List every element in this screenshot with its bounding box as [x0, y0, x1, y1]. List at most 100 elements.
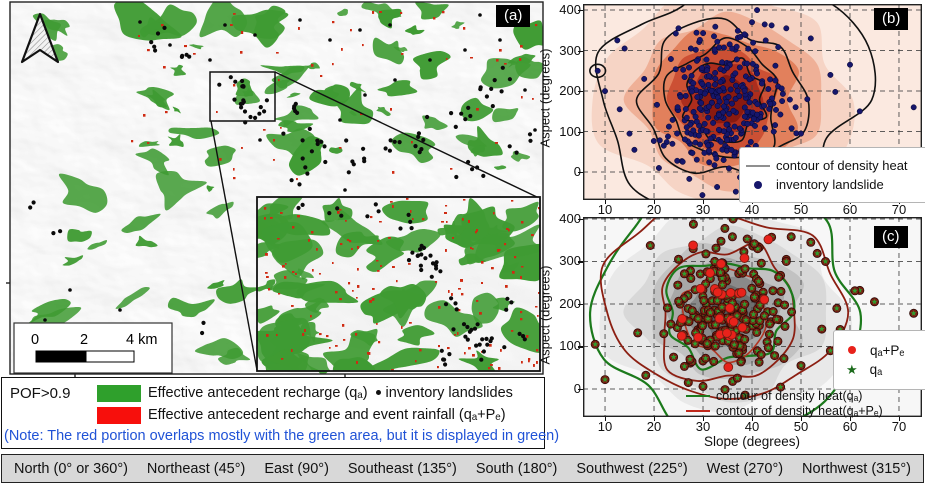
inventory-landslides-label: inventory landslides [385, 385, 513, 401]
inventory-dot-marker [375, 389, 381, 395]
y-tick-label: 200 [559, 295, 581, 311]
panel-b-label: (b) [874, 8, 909, 31]
map-legend: POF>0.9 Effective antecedent recharge (q… [1, 377, 545, 449]
legend-label: contour of density heat [776, 158, 908, 173]
legend-entry: qₐ+Pₑ [840, 343, 925, 358]
x-tick-label: 20 [646, 202, 662, 217]
legend-line-icon [686, 395, 710, 397]
recharge-qa-label: Effective antecedent recharge (qₐ) [148, 385, 368, 401]
x-tick-label: 50 [793, 419, 809, 434]
inset-connector-line [210, 120, 258, 371]
x-tick-mark [605, 200, 607, 204]
direction-label: Northeast (45°) [146, 460, 246, 477]
inset-connector-line [274, 71, 540, 199]
y-tick-mark [578, 50, 583, 52]
panel-a-map: 0 2 4 km [6, 1, 544, 378]
red-swatch [97, 407, 141, 424]
x-tick-label: 10 [597, 419, 613, 434]
recharge-red-areas [131, 11, 538, 181]
y-tick-label: 200 [559, 83, 581, 99]
direction-label: East (90°) [264, 460, 329, 477]
direction-label: North (0° or 360°) [14, 460, 128, 477]
y-tick-label: 0 [551, 164, 581, 179]
y-tick-mark [578, 131, 583, 133]
legend-entry: inventory landslide [746, 177, 925, 192]
legend-star-icon: ★ [846, 361, 858, 377]
x-tick-mark [703, 200, 705, 204]
qa-pe-points [676, 234, 774, 373]
x-tick-mark [605, 417, 607, 421]
panel-a-label: (a) [496, 5, 531, 28]
red-legend-label: Effective antecedent recharge and event … [148, 407, 506, 423]
x-tick-label: 10 [597, 202, 613, 217]
x-tick-mark [654, 417, 656, 421]
y-tick-mark [578, 388, 583, 391]
direction-label: South (180°) [475, 460, 558, 477]
x-tick-mark [654, 200, 656, 204]
panel-c-legend: qₐ+Pₑ ★ qₐ [833, 330, 925, 390]
y-tick-mark [578, 303, 583, 306]
north-arrow-icon [20, 12, 60, 64]
zoom-extent-rectangle [209, 71, 276, 122]
legend-line-icon [746, 164, 770, 167]
panel-b-legend: contour of density heat inventory landsli… [739, 147, 925, 203]
panel-c-xlabel: Slope (degrees) [703, 434, 801, 449]
y-tick-mark [578, 346, 583, 348]
direction-label: Northwest (315°) [802, 460, 911, 477]
x-tick-label: 70 [891, 202, 907, 217]
legend-label: qₐ [869, 362, 883, 377]
x-tick-mark [703, 417, 705, 421]
inset-red-areas [264, 198, 540, 371]
direction-bar: North (0° or 360°) Northeast (45°) East (9… [1, 454, 924, 483]
x-tick-label: 60 [842, 202, 858, 217]
y-tick-label: 100 [559, 338, 581, 354]
y-tick-mark [578, 10, 583, 12]
x-tick-label: 60 [842, 419, 858, 434]
y-tick-label: 100 [559, 123, 581, 139]
contour-legend-entry: contour of density heat(qₐ) [686, 389, 883, 403]
x-tick-label: 70 [891, 419, 907, 434]
scale-bar: 0 2 4 km [13, 322, 173, 374]
x-tick-label: 40 [744, 202, 760, 217]
legend-label: inventory landslide [776, 177, 884, 192]
scale-tick-4km: 4 km [126, 332, 157, 348]
x-tick-mark [849, 417, 852, 421]
x-tick-label: 30 [695, 419, 711, 434]
green-swatch [97, 385, 141, 402]
map-frame [9, 1, 544, 375]
panel-c-label: (c) [874, 226, 908, 249]
inset-map [256, 196, 541, 372]
y-tick-mark [578, 91, 583, 93]
hillshade-basemap [10, 2, 543, 374]
direction-label: Southwest (225°) [576, 460, 688, 477]
x-tick-label: 30 [695, 202, 711, 217]
direction-label: Southeast (135°) [347, 460, 457, 477]
y-tick-label: 300 [559, 253, 581, 269]
x-tick-mark [752, 417, 754, 421]
x-tick-label: 40 [744, 419, 760, 434]
inset-landslide-dots [296, 202, 527, 367]
y-tick-mark [578, 172, 583, 174]
y-tick-label: 400 [559, 210, 581, 226]
direction-label: West (270°) [706, 460, 784, 477]
legend-label: contour of density heat(qₐ) [716, 389, 863, 403]
panel-c-contour-legend: contour of density heat(qₐ) contour of de… [686, 389, 883, 418]
y-tick-label: 300 [559, 42, 581, 58]
scale-tick-2: 2 [80, 332, 88, 348]
x-tick-label: 50 [793, 202, 809, 217]
contour-legend-entry: contour of density heat(qₐ+Pₑ) [686, 404, 883, 418]
legend-line-icon [686, 410, 710, 412]
inventory-landslide-points [594, 7, 917, 199]
y-tick-mark [578, 218, 583, 221]
legend-dot-icon [848, 346, 856, 354]
legend-label: qₐ+Pₑ [870, 342, 905, 358]
y-tick-label: 0 [551, 381, 581, 396]
inventory-landslide-dots [28, 13, 537, 359]
x-tick-label: 20 [646, 419, 662, 434]
legend-label: contour of density heat(qₐ+Pₑ) [716, 404, 883, 418]
inset-border [256, 196, 541, 372]
x-tick-mark [898, 417, 901, 421]
legend-entry: ★ qₐ [840, 362, 925, 378]
legend-dot-icon [754, 180, 762, 189]
